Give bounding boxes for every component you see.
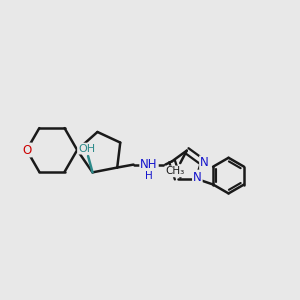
Text: N: N (193, 171, 202, 184)
Text: O: O (22, 143, 31, 157)
Text: H: H (145, 171, 153, 181)
Text: OH: OH (78, 144, 95, 154)
Text: NH: NH (140, 158, 158, 171)
Text: CH₃: CH₃ (165, 167, 184, 176)
Text: N: N (200, 156, 209, 169)
